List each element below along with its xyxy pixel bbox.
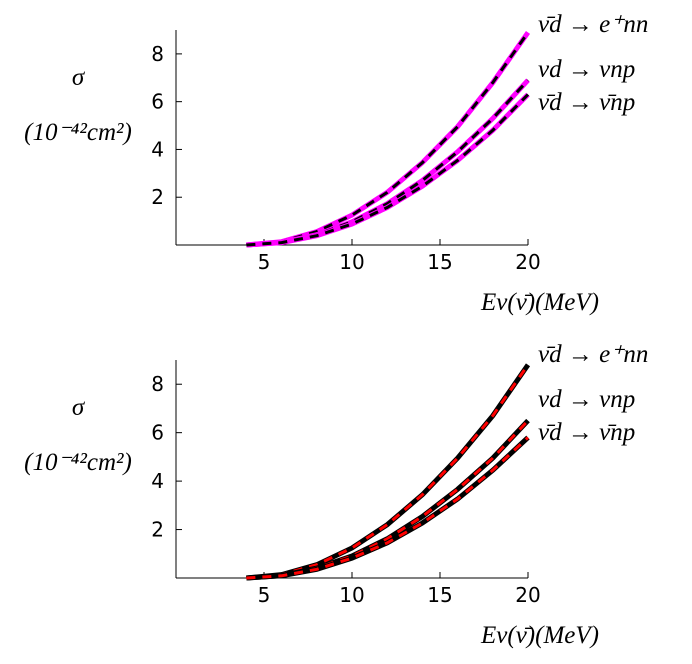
x-tick-label: 15 <box>427 250 452 274</box>
series-label: ν̄d → e⁺nn <box>538 341 648 368</box>
x-label: Eν(ν̄)(MeV) <box>480 289 599 316</box>
y-tick-label: 6 <box>151 421 164 445</box>
series-line <box>246 78 530 248</box>
series-dash <box>246 436 530 580</box>
x-tick-label: 20 <box>515 250 540 274</box>
x-tick-label: 5 <box>258 250 271 274</box>
y-tick-label: 8 <box>151 372 164 396</box>
y-tick-label: 8 <box>151 42 164 66</box>
series-label: νd → νnp <box>538 56 635 83</box>
x-tick-label: 10 <box>339 250 364 274</box>
y-label: σ <box>72 64 86 91</box>
series-line <box>246 435 530 581</box>
y-tick-label: 4 <box>151 137 164 161</box>
series-label: ν̄d → ν̄np <box>538 419 635 446</box>
series-label: ν̄d → e⁺nn <box>538 11 648 38</box>
series-dash <box>246 79 530 247</box>
series-line <box>246 418 530 581</box>
series-label: νd → νnp <box>538 386 635 413</box>
series-label: ν̄d → ν̄np <box>538 89 635 116</box>
x-tick-label: 10 <box>339 583 364 607</box>
series-dash <box>246 419 530 580</box>
x-tick-label: 5 <box>258 583 271 607</box>
series-dash <box>246 363 530 580</box>
x-label: Eν(ν̄)(MeV) <box>480 622 599 649</box>
series-dash <box>246 93 530 247</box>
series-line <box>246 363 531 581</box>
y-tick-label: 2 <box>151 518 164 542</box>
series-dash <box>246 31 530 247</box>
y-label: σ <box>72 394 86 421</box>
y-tick-label: 6 <box>151 90 164 114</box>
series-line <box>246 92 530 248</box>
y-tick-label: 2 <box>151 185 164 209</box>
y-tick-label: 4 <box>151 469 164 493</box>
y-label: (10⁻⁴²cm²) <box>24 449 132 476</box>
x-tick-label: 20 <box>515 583 540 607</box>
x-tick-label: 15 <box>427 583 452 607</box>
y-label: (10⁻⁴²cm²) <box>24 119 132 146</box>
